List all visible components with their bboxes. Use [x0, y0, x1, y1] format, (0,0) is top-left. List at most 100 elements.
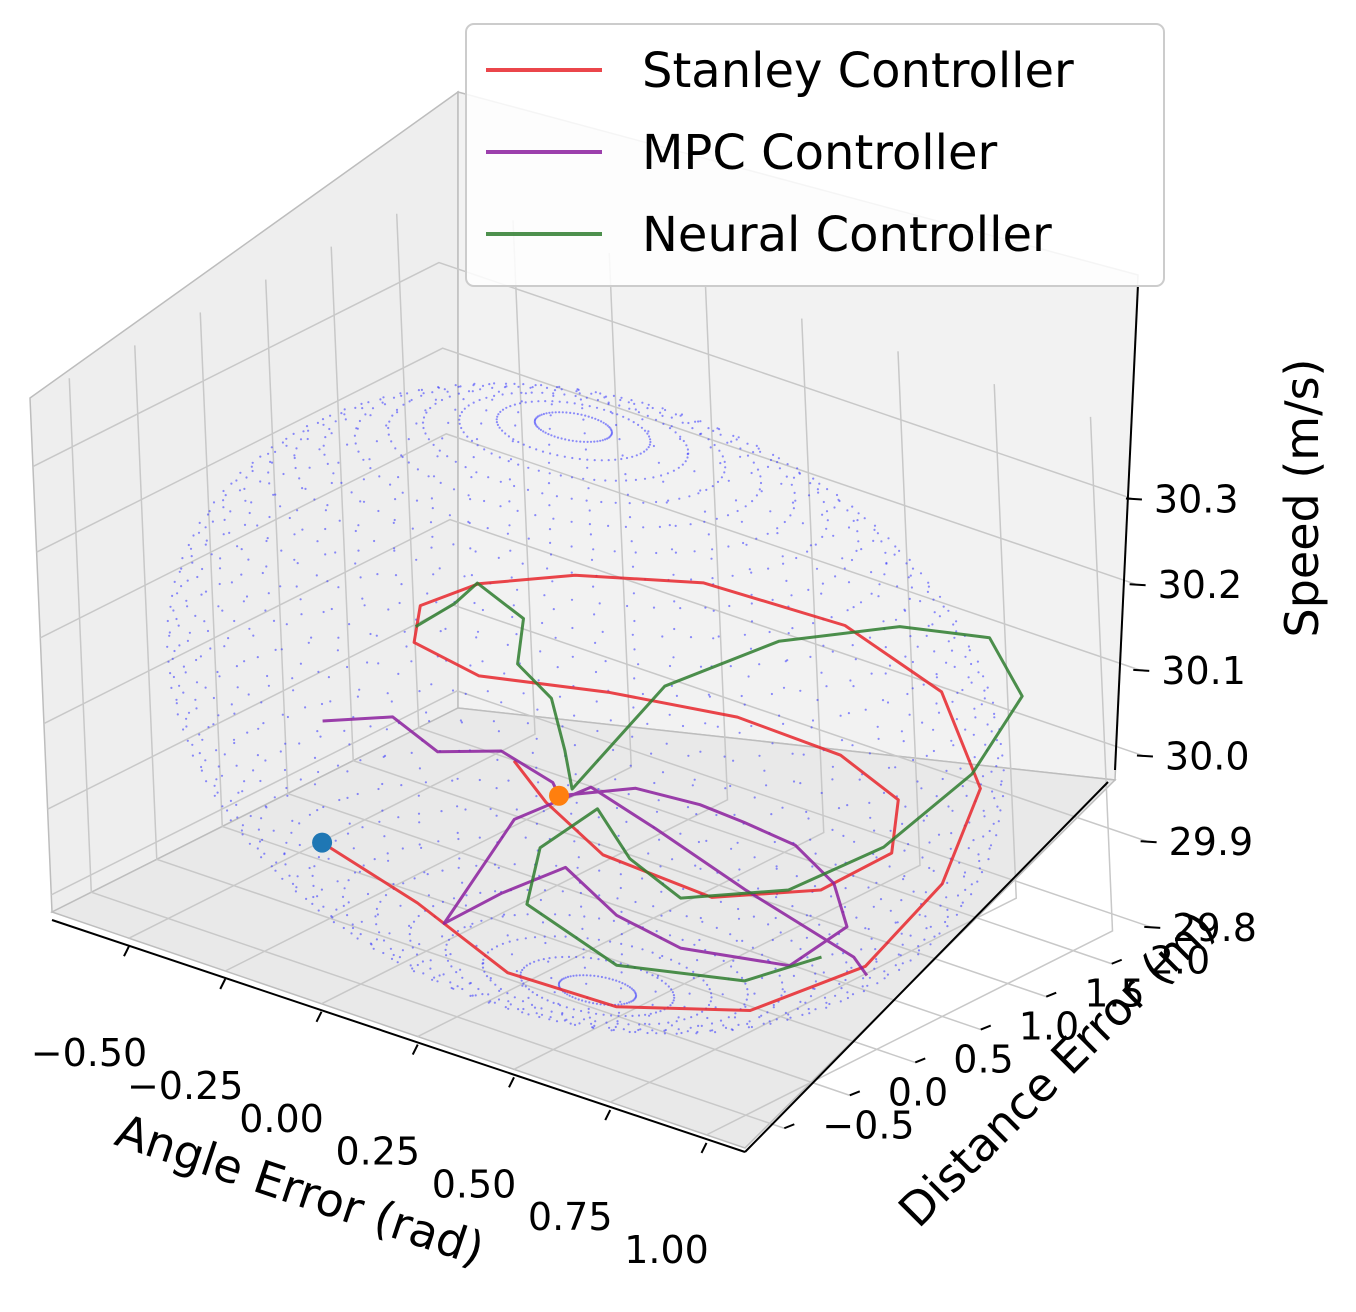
ellipsoid-point: [660, 979, 664, 982]
ellipsoid-point: [674, 551, 678, 554]
ellipsoid-point: [361, 597, 364, 600]
ellipsoid-point: [649, 438, 652, 441]
ellipsoid-point: [298, 477, 301, 480]
ellipsoid-point: [976, 660, 980, 663]
ellipsoid-point: [937, 711, 941, 714]
ellipsoid-point: [212, 696, 215, 700]
ellipsoid-point: [539, 650, 542, 653]
ellipsoid-point: [555, 1020, 559, 1023]
ellipsoid-point: [781, 981, 784, 984]
ellipsoid-point: [921, 721, 924, 724]
ellipsoid-point: [967, 847, 970, 850]
ellipsoid-point: [468, 982, 471, 985]
ellipsoid-point: [538, 414, 541, 417]
ellipsoid-point: [510, 392, 513, 395]
ellipsoid-point: [652, 444, 656, 448]
ellipsoid-point: [620, 1003, 623, 1006]
ellipsoid-point: [901, 962, 904, 965]
x-gridline: [417, 318, 825, 1038]
ellipsoid-point: [410, 660, 413, 663]
ellipsoid-point: [392, 953, 395, 957]
ellipsoid-point: [614, 479, 618, 482]
ellipsoid-point: [550, 976, 553, 980]
ellipsoid-point: [509, 405, 512, 408]
ellipsoid-point: [200, 593, 203, 596]
ellipsoid-point: [967, 645, 971, 648]
ellipsoid-point: [387, 433, 390, 436]
ellipsoid-point: [699, 420, 702, 423]
ellipsoid-point: [553, 991, 556, 994]
ellipsoid-point: [799, 947, 802, 951]
ellipsoid-point: [882, 791, 886, 795]
ellipsoid-point: [811, 719, 815, 722]
ellipsoid-point: [548, 443, 551, 446]
ellipsoid-point: [814, 543, 817, 546]
ellipsoid-point: [520, 391, 523, 394]
ellipsoid-point: [633, 648, 636, 651]
ellipsoid-point: [481, 966, 485, 969]
start-markers: [312, 785, 569, 853]
x-tick: [411, 1044, 419, 1056]
ellipsoid-point: [594, 417, 597, 420]
ellipsoid-point: [752, 451, 755, 454]
ellipsoid-point: [655, 551, 658, 555]
ellipsoid-point: [737, 1023, 740, 1026]
ellipsoid-point: [896, 585, 899, 588]
ellipsoid-point: [838, 499, 841, 503]
ellipsoid-point: [173, 580, 176, 584]
ellipsoid-point: [195, 658, 198, 662]
ellipsoid-point: [462, 431, 465, 434]
legend-label-neural: Neural Controller: [642, 207, 1052, 263]
ellipsoid-point: [236, 686, 239, 689]
ellipsoid-point: [924, 891, 928, 894]
ellipsoid-point: [300, 613, 303, 616]
ellipsoid-point: [875, 960, 878, 963]
ellipsoid-point: [831, 765, 835, 768]
ellipsoid-point: [756, 468, 760, 471]
ellipsoid-point: [498, 426, 501, 429]
ellipsoid-point: [801, 522, 805, 525]
ellipsoid-point: [527, 466, 530, 469]
ellipsoid-point: [766, 532, 769, 535]
ellipsoid-point: [925, 814, 929, 818]
ellipsoid-point: [420, 394, 423, 397]
ellipsoid-point: [298, 742, 301, 745]
ellipsoid-point: [753, 856, 756, 859]
ellipsoid-point: [248, 511, 251, 515]
ellipsoid-point: [939, 904, 942, 907]
ellipsoid-point: [826, 488, 829, 491]
ellipsoid-point: [809, 995, 813, 998]
ellipsoid-point: [637, 411, 641, 414]
ellipsoid-point: [593, 974, 596, 977]
ellipsoid-point: [284, 742, 287, 745]
ellipsoid-point: [285, 786, 288, 790]
ellipsoid-point: [270, 446, 273, 449]
ellipsoid-point: [732, 434, 735, 437]
ellipsoid-point: [604, 479, 607, 482]
ellipsoid-point: [791, 752, 794, 755]
ellipsoid-point: [262, 722, 265, 725]
ellipsoid-point: [945, 896, 948, 899]
ellipsoid-point: [747, 1026, 751, 1029]
ellipsoid-point: [608, 426, 611, 429]
ellipsoid-point: [588, 509, 591, 512]
z-tick: [1144, 925, 1161, 929]
ellipsoid-point: [191, 743, 194, 746]
ellipsoid-point: [369, 414, 372, 417]
ellipsoid-point: [699, 867, 702, 870]
ellipsoid-point: [336, 880, 339, 883]
ellipsoid-point: [744, 982, 747, 985]
ellipsoid-point: [809, 838, 812, 841]
ellipsoid-point: [184, 671, 187, 674]
ellipsoid-point: [197, 531, 201, 534]
ellipsoid-point: [252, 634, 255, 637]
ellipsoid-point: [961, 688, 964, 692]
ellipsoid-point: [558, 411, 561, 414]
ellipsoid-point: [656, 976, 659, 980]
ellipsoid-point: [852, 606, 855, 609]
ellipsoid-point: [282, 472, 285, 476]
ellipsoid-point: [812, 622, 815, 625]
ellipsoid-point: [500, 701, 503, 704]
ellipsoid-point: [724, 1026, 728, 1029]
ellipsoid-point: [727, 1016, 730, 1019]
